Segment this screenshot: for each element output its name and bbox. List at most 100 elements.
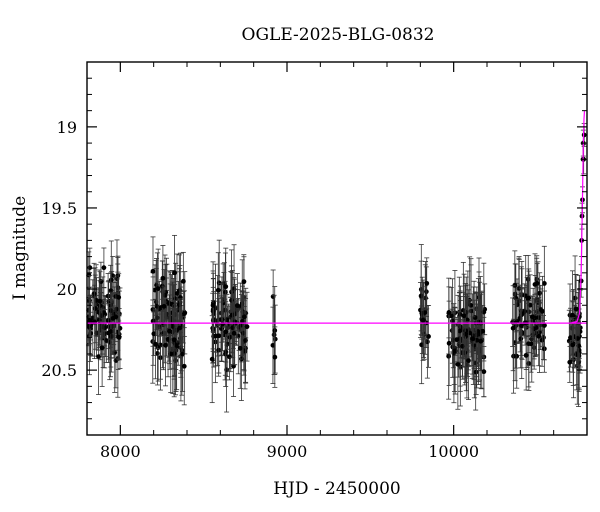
data-point (151, 331, 157, 337)
data-point (510, 325, 516, 331)
data-point (272, 336, 278, 342)
data-point (220, 321, 225, 327)
data-point (461, 313, 467, 319)
data-point (219, 326, 225, 331)
data-point (541, 281, 547, 286)
data-point (510, 319, 516, 325)
data-point (455, 361, 461, 367)
data-point (446, 309, 452, 315)
data-point (108, 277, 114, 283)
data-point (473, 369, 479, 375)
data-point (153, 341, 159, 347)
data-point (539, 337, 545, 343)
data-point (480, 328, 486, 334)
data-point (167, 328, 172, 334)
data-point (528, 341, 534, 347)
data-point (160, 275, 166, 281)
data-point (567, 359, 573, 365)
data-point (86, 324, 92, 330)
data-point (101, 265, 107, 271)
data-point (511, 353, 516, 359)
axis-ticks: 8000 9000 10000 19 19.5 20 20.5 (41, 62, 587, 461)
data-point (226, 354, 232, 360)
data-point (454, 337, 460, 343)
data-point (216, 333, 222, 339)
data-point (209, 356, 215, 362)
data-point (240, 330, 246, 336)
data-point (468, 302, 474, 308)
data-point (224, 317, 230, 323)
data-point (179, 347, 185, 353)
data-point (242, 348, 248, 354)
data-point (227, 334, 233, 340)
data-point (171, 337, 177, 343)
data-point (96, 354, 101, 360)
data-point (530, 314, 535, 320)
data-point (472, 315, 478, 320)
data-point (92, 306, 98, 311)
data-point (97, 298, 103, 304)
data-point (98, 279, 104, 284)
data-point (478, 338, 484, 344)
data-point (116, 335, 122, 340)
y-tick-label: 20 (57, 280, 77, 299)
data-point (181, 311, 187, 317)
data-point (519, 323, 524, 329)
data-point (457, 328, 463, 334)
data-point (452, 348, 458, 354)
data-point (460, 307, 466, 313)
data-point (108, 333, 114, 339)
plot-frame (86, 61, 588, 436)
data-point (168, 301, 173, 307)
data-point (481, 309, 487, 315)
data-point (422, 310, 428, 315)
data-point (161, 303, 167, 309)
data-point (568, 335, 573, 341)
data-point (532, 282, 538, 287)
data-point (241, 314, 247, 320)
data-point (470, 336, 476, 342)
data-point (570, 342, 576, 348)
data-point (241, 279, 247, 285)
data-point (573, 314, 578, 320)
y-tick-label: 19.5 (41, 199, 77, 218)
data-point (223, 284, 229, 290)
data-point (537, 290, 543, 296)
data-point (237, 345, 243, 351)
data-marks (86, 123, 587, 413)
data-point (271, 332, 277, 338)
data-point (420, 317, 426, 323)
y-tick-label: 20.5 (41, 361, 77, 380)
data-point (573, 306, 579, 312)
data-point (154, 303, 160, 309)
data-point (172, 270, 177, 276)
data-point (424, 339, 430, 345)
data-point (210, 302, 216, 308)
data-point (215, 287, 221, 293)
data-point (99, 345, 105, 351)
y-tick-label: 19 (57, 118, 77, 137)
data-point (229, 312, 235, 318)
data-point (163, 342, 168, 348)
data-point (231, 330, 237, 336)
data-point (526, 295, 532, 301)
data-point (162, 292, 168, 298)
data-point (116, 294, 122, 300)
data-point (418, 293, 424, 299)
data-point (87, 318, 93, 323)
data-point (530, 318, 536, 324)
data-point (150, 268, 156, 274)
data-point (466, 358, 471, 364)
data-point (523, 352, 529, 358)
model-curve (570, 110, 586, 324)
x-tick-label: 8000 (100, 442, 141, 461)
chart-title: OGLE-2025-BLG-0832 (242, 25, 435, 45)
data-point (234, 303, 240, 309)
data-point (272, 354, 278, 360)
data-point (155, 350, 160, 356)
x-tick-label: 9000 (267, 442, 308, 461)
data-point (155, 286, 161, 291)
data-point (113, 314, 119, 320)
y-axis-label: I magnitude (10, 196, 30, 300)
x-axis-label: HJD - 2450000 (273, 479, 401, 499)
